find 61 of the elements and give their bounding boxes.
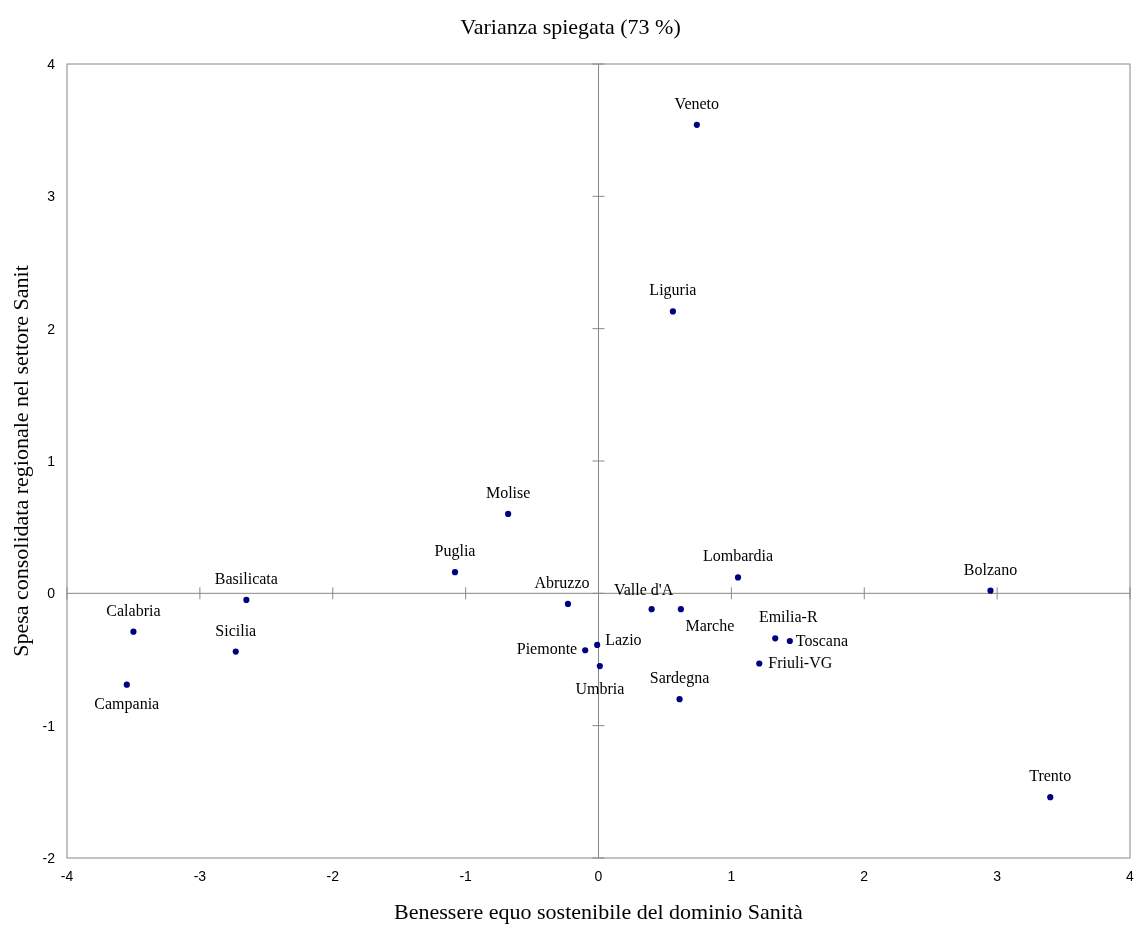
annotation: Sicilia [215, 621, 257, 639]
x-tick-label: -1 [459, 868, 473, 884]
y-tick-label: 3 [47, 188, 56, 205]
chart-title: Varianza spiegata (73 %) [460, 14, 681, 39]
point [677, 606, 684, 613]
point [648, 606, 655, 613]
point [505, 510, 512, 518]
annotation: Toscana [795, 631, 849, 649]
annotation: Piemonte [516, 640, 578, 658]
annotation: Friuli-VG [768, 654, 833, 672]
point [734, 574, 742, 581]
annotation: Lazio [605, 630, 642, 648]
annotation: Veneto [674, 94, 720, 112]
point [669, 308, 676, 315]
annotation: Campania [94, 694, 160, 713]
point [594, 641, 601, 649]
point [451, 569, 459, 576]
x-tick-label: 1 [727, 868, 736, 884]
annotation: Trento [1029, 767, 1072, 785]
point [123, 681, 130, 688]
point [232, 648, 239, 655]
y-tick-label: 0 [47, 585, 56, 602]
annotation: Bolzano [963, 560, 1018, 578]
annotation: Valle d'A [613, 581, 674, 599]
point [987, 587, 994, 594]
x-axis-title: Benessere equo sostenibile del dominio Sanità [394, 899, 804, 924]
x-tick-label: -4 [60, 868, 74, 884]
x-tick-label: 0 [594, 868, 603, 884]
point [756, 660, 763, 667]
x-tick-label: -3 [193, 868, 207, 884]
x-tick-label: -2 [326, 868, 340, 884]
annotation: Molise [485, 483, 531, 501]
y-axis-title: Spesa consolidata regionale nel settore Sanit [8, 265, 33, 657]
annotation: Liguria [649, 281, 697, 300]
annotation: Umbria [575, 680, 625, 698]
annotation: Basilicata [214, 569, 278, 587]
annotation: Puglia [434, 542, 476, 561]
point [772, 635, 779, 642]
annotation: Lombardia [702, 547, 774, 565]
x-tick-label: 3 [993, 868, 1002, 884]
point [582, 647, 589, 654]
y-tick-label: -1 [42, 717, 56, 734]
point [564, 600, 572, 607]
point [596, 663, 603, 670]
point [676, 696, 683, 703]
point [693, 121, 700, 128]
y-tick-label: -2 [42, 850, 56, 866]
point [130, 628, 137, 635]
annotation: Marche [685, 617, 735, 635]
point [786, 637, 793, 645]
y-tick-label: 2 [47, 320, 56, 337]
x-tick-label: 4 [1126, 868, 1135, 884]
annotation: Calabria [106, 601, 161, 619]
y-tick-label: 4 [47, 56, 56, 72]
annotation: Sardegna [649, 669, 710, 688]
annotation: Abruzzo [534, 573, 590, 591]
point [243, 596, 250, 604]
annotation: Emilia-R [758, 608, 818, 626]
x-tick-label: 2 [860, 868, 869, 884]
point [1047, 794, 1054, 801]
y-tick-label: 1 [47, 453, 56, 469]
